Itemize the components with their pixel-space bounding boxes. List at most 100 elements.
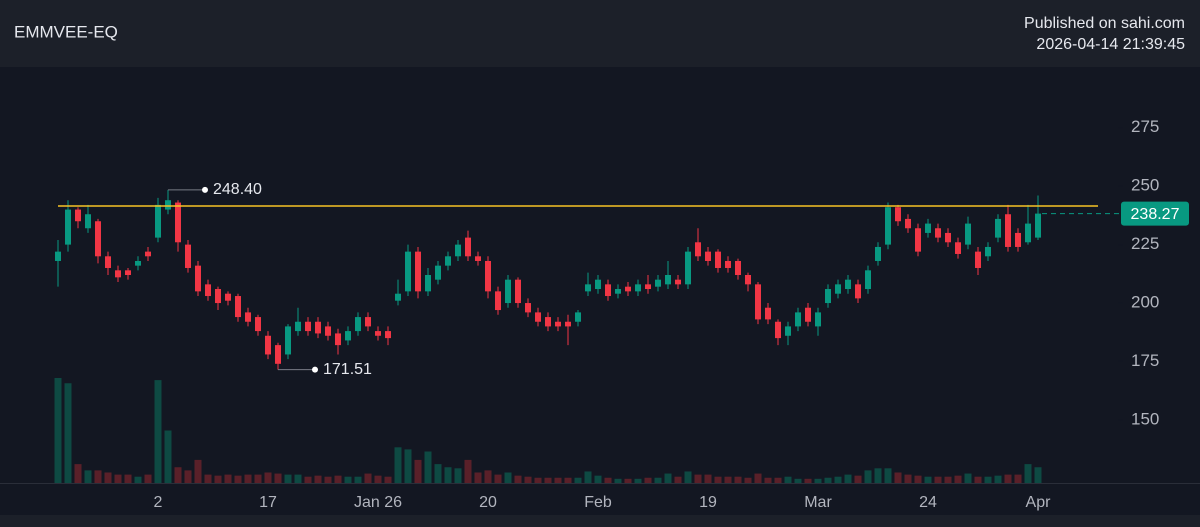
volume-bar <box>954 475 962 483</box>
candle-body <box>985 246 991 257</box>
volume-bar <box>524 476 532 483</box>
candle-body <box>225 293 231 301</box>
candle-body <box>515 279 521 304</box>
volume-bar <box>804 478 812 483</box>
candle-body <box>825 289 831 304</box>
candle-body <box>905 218 911 229</box>
volume-bar <box>234 475 242 483</box>
candle-body <box>305 321 311 332</box>
candle-body <box>725 260 731 268</box>
volume-bar <box>724 476 732 483</box>
candle-body <box>125 270 131 275</box>
candle-body <box>975 251 981 268</box>
candle-body <box>555 321 561 327</box>
last-price-label: 238.27 <box>1131 206 1180 223</box>
candle-body <box>935 228 941 238</box>
volume-bar <box>664 473 672 483</box>
volume-bar <box>94 470 102 483</box>
volume-bar <box>394 447 402 483</box>
candle-body <box>105 256 111 268</box>
candle-body <box>575 312 581 322</box>
chart-title: EMMVEE-EQ <box>14 22 118 41</box>
volume-bar <box>864 470 872 483</box>
candle-body <box>395 293 401 301</box>
volume-bar <box>584 471 592 483</box>
candle-body <box>645 284 651 290</box>
y-tick-label: 150 <box>1131 409 1159 428</box>
x-tick-label: 20 <box>479 494 497 511</box>
candle-body <box>925 223 931 233</box>
candle-body <box>715 251 721 268</box>
candle-body <box>875 246 881 261</box>
candle-body <box>895 207 901 222</box>
volume-bar <box>564 477 572 483</box>
volume-bar <box>534 477 542 483</box>
candle-body <box>455 244 461 257</box>
candle-body <box>885 207 891 245</box>
volume-bar <box>314 475 322 483</box>
subtitle: Published on sahi.com <box>1024 15 1185 32</box>
volume-bar <box>254 474 262 483</box>
volume-bar <box>384 476 392 483</box>
volume-bar <box>694 474 702 483</box>
candle-body <box>655 279 661 287</box>
candle-body <box>955 242 961 254</box>
candle-body <box>185 244 191 268</box>
volume-bar <box>294 474 302 483</box>
volume-bar <box>454 468 462 483</box>
candle-body <box>355 317 361 332</box>
volume-bar <box>114 474 122 483</box>
candle-body <box>675 279 681 285</box>
volume-bar <box>424 451 432 483</box>
volume-bar <box>704 474 712 483</box>
candle-body <box>175 202 181 243</box>
candle-body <box>235 296 241 318</box>
candle-body <box>1005 214 1011 247</box>
volume-bar <box>554 477 562 483</box>
candle-body <box>815 312 821 327</box>
volume-bar <box>904 474 912 483</box>
volume-bar <box>1024 464 1032 483</box>
volume-bar <box>574 477 582 483</box>
volume-bar <box>784 476 792 483</box>
volume-bar <box>374 475 382 483</box>
volume-bar <box>674 476 682 483</box>
candle-body <box>615 289 621 294</box>
candle-body <box>85 214 91 229</box>
volume-bar <box>514 475 522 483</box>
candle-body <box>505 279 511 304</box>
candle-body <box>595 279 601 290</box>
candle-body <box>335 333 341 346</box>
x-tick-label: Apr <box>1026 494 1052 511</box>
candle-body <box>755 284 761 320</box>
volume-bar <box>174 467 182 483</box>
last-price-box <box>1121 201 1189 226</box>
candle-body <box>1035 213 1041 238</box>
candle-body <box>535 312 541 322</box>
candle-body <box>435 265 441 280</box>
volume-bar <box>64 383 72 483</box>
y-tick-label: 175 <box>1131 351 1159 370</box>
volume-bar <box>984 476 992 483</box>
candle-body <box>115 270 121 278</box>
candle-body <box>965 223 971 245</box>
volume-bar <box>284 474 292 483</box>
volume-bar <box>134 476 142 483</box>
x-tick-label: 24 <box>919 494 937 511</box>
volume-bar <box>944 476 952 483</box>
candle-body <box>1025 223 1031 243</box>
marker-label: 248.40 <box>213 181 262 198</box>
volume-bar <box>354 476 362 483</box>
candle-body <box>365 317 371 327</box>
x-tick-label: Jan 26 <box>354 494 402 511</box>
volume-bar <box>894 472 902 483</box>
volume-bar <box>714 476 722 483</box>
candle-body <box>285 326 291 355</box>
candle-body <box>145 251 151 257</box>
volume-bar <box>144 474 152 483</box>
candle-body <box>155 204 161 238</box>
volume-bar <box>614 478 622 483</box>
volume-bar <box>184 470 192 483</box>
candle-body <box>665 275 671 285</box>
